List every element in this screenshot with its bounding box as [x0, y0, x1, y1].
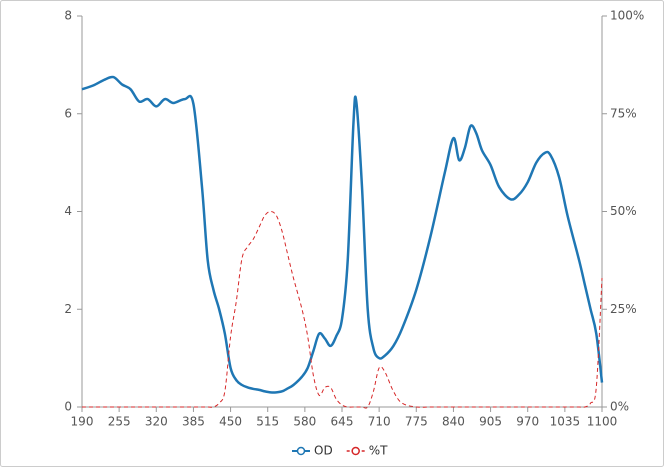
- y-tick-label: 6: [64, 106, 72, 120]
- x-tick-label: 905: [479, 415, 502, 429]
- y-tick-label: 4: [64, 204, 72, 218]
- x-tick-label: 970: [516, 415, 539, 429]
- legend-label: OD: [314, 444, 333, 458]
- x-tick-label: 1100: [587, 415, 618, 429]
- x-tick-label: 580: [293, 415, 316, 429]
- y2-tick-label: 100%: [610, 9, 644, 23]
- x-tick-label: 775: [405, 415, 428, 429]
- x-tick-label: 190: [71, 415, 94, 429]
- x-tick-label: 710: [368, 415, 391, 429]
- y2-tick-label: 0%: [610, 400, 629, 414]
- series-line: [81, 210, 603, 409]
- x-tick-label: 1035: [550, 415, 581, 429]
- legend-item: %T: [346, 444, 388, 458]
- y-tick-label: 2: [64, 302, 72, 316]
- x-tick-label: 840: [442, 415, 465, 429]
- legend-marker: [296, 446, 306, 456]
- x-tick-label: 255: [108, 415, 131, 429]
- x-tick-label: 450: [219, 415, 242, 429]
- y2-tick-label: 50%: [610, 204, 637, 218]
- series-line: [81, 75, 604, 394]
- x-tick-label: 515: [256, 415, 279, 429]
- x-tick-label: 320: [145, 415, 168, 429]
- y-tick-label: 8: [64, 9, 72, 23]
- legend-item: OD: [292, 444, 333, 458]
- y2-tick-label: 25%: [610, 302, 637, 316]
- x-tick-label: 385: [182, 415, 205, 429]
- y-tick-label: 0: [64, 400, 72, 414]
- legend-marker: [351, 446, 360, 456]
- legend-label: %T: [369, 444, 388, 458]
- y2-tick-label: 75%: [610, 106, 637, 120]
- x-tick-label: 645: [331, 415, 354, 429]
